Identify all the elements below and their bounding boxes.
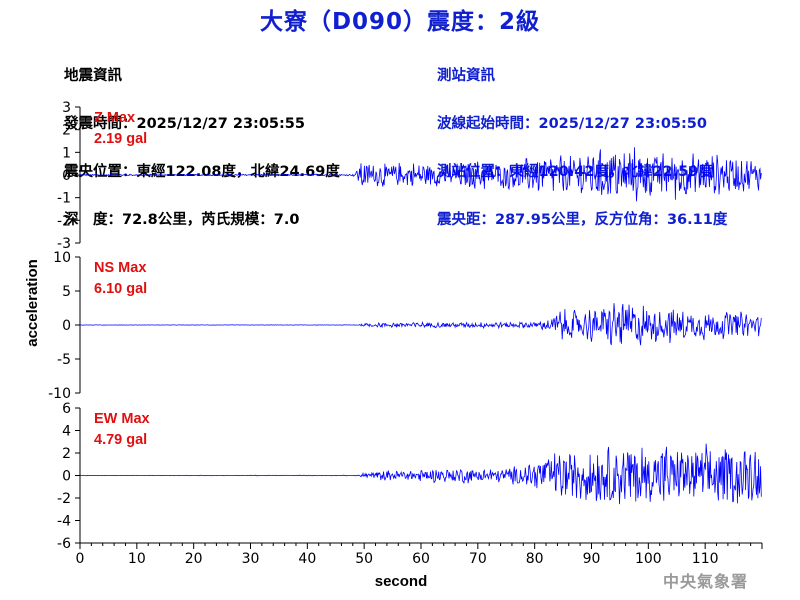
- trace-z: [79, 147, 762, 202]
- y-tick-label: -10: [48, 386, 71, 402]
- y-tick-label: 2: [62, 446, 71, 462]
- x-axis-label: second: [375, 573, 428, 590]
- trace-ew: [79, 443, 762, 505]
- x-tick-label: 20: [185, 551, 203, 567]
- trace-ns: [80, 303, 762, 346]
- max-value-ns: 6.10 gal: [94, 281, 147, 297]
- x-tick-label: 110: [692, 551, 719, 567]
- y-tick-label: -2: [57, 491, 71, 507]
- y-tick-label: 0: [62, 469, 71, 485]
- epicenter-location: 震央位置：東經122.08度，北緯24.69度: [64, 164, 340, 180]
- y-tick-label: 0: [62, 168, 71, 184]
- y-tick-label: -2: [57, 213, 71, 229]
- station-info: 測站資訊 波線起始時間：2025/12/27 23:05:50 測站位置：東經1…: [437, 36, 727, 244]
- x-tick-label: 90: [583, 551, 601, 567]
- max-value-ew: 4.79 gal: [94, 432, 147, 448]
- y-tick-label: -6: [57, 536, 71, 552]
- y-tick-label: 10: [53, 250, 71, 266]
- y-tick-label: 3: [62, 100, 71, 116]
- y-tick-label: 1: [62, 145, 71, 161]
- max-label-ew: EW Max: [94, 411, 150, 427]
- y-axis-label: acceleration: [24, 259, 41, 347]
- chart-title: 大寮（D090）震度：2級: [259, 9, 541, 35]
- x-tick-label: 40: [298, 551, 316, 567]
- x-tick-label: 50: [355, 551, 373, 567]
- y-tick-label: -4: [57, 514, 71, 530]
- origin-time: 發震時間：2025/12/27 23:05:55: [64, 116, 305, 132]
- y-tick-label: -3: [57, 236, 71, 252]
- station-info-heading: 測站資訊: [437, 68, 495, 84]
- depth-magnitude: 深 度：72.8公里，芮氏規模：7.0: [64, 212, 300, 228]
- x-tick-label: 70: [469, 551, 487, 567]
- x-tick-label: 30: [242, 551, 260, 567]
- wave-start-time: 波線起始時間：2025/12/27 23:05:50: [437, 116, 707, 132]
- x-tick-label: 10: [128, 551, 146, 567]
- y-tick-label: 0: [62, 318, 71, 334]
- y-tick-label: -5: [57, 352, 71, 368]
- y-tick-label: 5: [62, 284, 71, 300]
- x-tick-label: 0: [76, 551, 85, 567]
- quake-info-heading: 地震資訊: [64, 68, 122, 84]
- x-tick-label: 100: [635, 551, 662, 567]
- distance-azimuth: 震央距：287.95公里，反方位角：36.11度: [437, 212, 728, 228]
- max-label-ns: NS Max: [94, 260, 146, 276]
- earthquake-info: 地震資訊 發震時間：2025/12/27 23:05:55 震央位置：東經122…: [64, 36, 340, 244]
- x-tick-label: 80: [526, 551, 544, 567]
- y-tick-label: 6: [62, 401, 71, 417]
- max-label-z: Z Max: [94, 110, 135, 126]
- agency-watermark: 中央氣象署: [662, 572, 748, 591]
- x-tick-label: 60: [412, 551, 430, 567]
- y-tick-label: 4: [62, 424, 71, 440]
- y-tick-label: -1: [57, 191, 71, 207]
- y-tick-label: 2: [62, 123, 71, 139]
- max-value-z: 2.19 gal: [94, 131, 147, 147]
